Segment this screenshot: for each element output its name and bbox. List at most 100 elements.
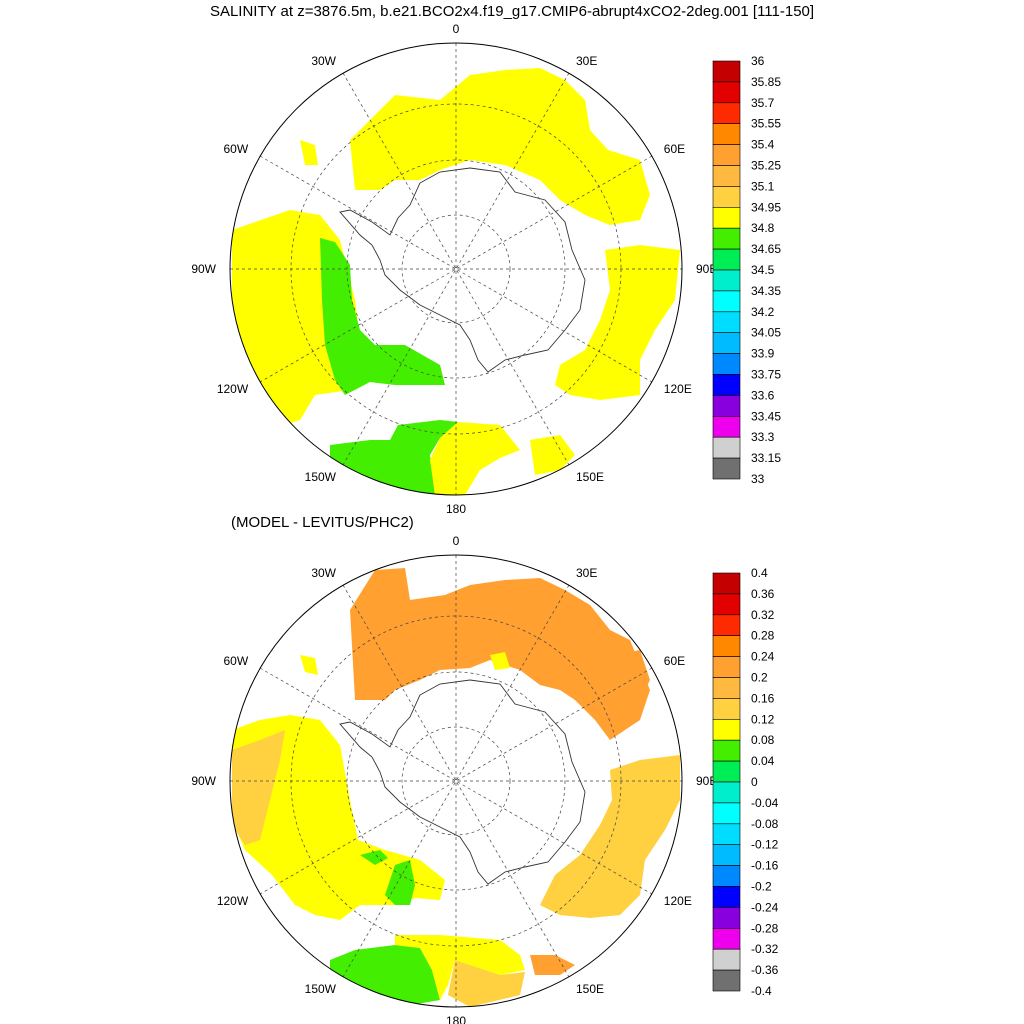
lon-label: 60E	[664, 142, 685, 156]
lon-label: 120W	[217, 382, 249, 396]
colorbar-label: -0.32	[751, 942, 779, 956]
colorbar-label: 34.05	[751, 326, 781, 340]
colorbar-label: 0.36	[751, 587, 775, 601]
lon-label: 180	[446, 1014, 466, 1024]
lon-label: 180	[446, 502, 466, 516]
lon-label: 60W	[224, 654, 249, 668]
lon-label: 30E	[576, 54, 597, 68]
bottom-colorbar: 0.4 0.36 0.32 0.28 0.24 0.2 0.16 0.12 0.08 0.04 0 -…	[712, 566, 779, 998]
bottom-region-small-1	[530, 955, 575, 975]
colorbar-label: -0.04	[751, 796, 779, 810]
colorbar-label: 0	[751, 775, 758, 789]
colorbar-swatch	[712, 948, 741, 971]
lon-label: 90W	[191, 774, 216, 788]
bottom-map-title: (MODEL - LEVITUS/PHC2)	[231, 514, 414, 531]
top-region-indian	[555, 245, 680, 400]
colorbar-label: 0.12	[751, 712, 775, 726]
colorbar-swatch	[712, 760, 741, 783]
colorbar-label: 0.08	[751, 733, 775, 747]
lon-label: 90E	[696, 262, 717, 276]
colorbar-label: 33.15	[751, 451, 781, 465]
lon-label: 90E	[696, 774, 717, 788]
colorbar-label: 34.8	[751, 221, 775, 235]
bottom-region-small-3	[490, 652, 510, 670]
top-region-small-3	[462, 125, 478, 142]
colorbar-label: -0.28	[751, 921, 779, 935]
colorbar-label: 0.04	[751, 754, 775, 768]
colorbar-swatch	[712, 572, 741, 595]
colorbar-swatch	[712, 781, 741, 804]
colorbar-label: 0.28	[751, 629, 775, 643]
lon-label: 30E	[576, 566, 597, 580]
bottom-region-west-orange	[232, 730, 285, 845]
top-antarctica-coast	[339, 167, 586, 373]
colorbar-label: 35.1	[751, 179, 775, 193]
colorbar-label: -0.16	[751, 859, 779, 873]
top-region-pacific-yellow	[430, 422, 520, 495]
colorbar-label: 33	[751, 472, 765, 486]
colorbar-label: 35.85	[751, 75, 781, 89]
top-colorbar: 36 35.85 35.7 35.55 35.4 35.25 35.1 34.95 34.8 34…	[712, 54, 781, 486]
colorbar-label: 33.75	[751, 368, 781, 382]
bottom-region-small-2	[615, 650, 650, 700]
top-region-small-1	[530, 435, 575, 475]
bottom-region-small-4	[300, 655, 318, 675]
colorbar-label: 0.32	[751, 608, 775, 622]
bottom-region-pacific-orange	[448, 960, 525, 1007]
colorbar-swatch	[712, 677, 741, 699]
bottom-region-green-2	[360, 850, 388, 865]
colorbar-label: 0.2	[751, 671, 768, 685]
colorbar-label: 35.4	[751, 138, 775, 152]
top-region-green-wedge	[320, 238, 445, 395]
lon-label: 30W	[311, 54, 336, 68]
top-region-small-2	[300, 140, 318, 165]
colorbar-label: -0.4	[751, 984, 772, 998]
colorbar-swatch	[712, 656, 741, 678]
colorbar-label: 33.3	[751, 430, 775, 444]
colorbar-label: 34.5	[751, 263, 775, 277]
colorbar-swatch	[712, 802, 741, 825]
lon-label: 150W	[305, 982, 337, 996]
colorbar-label: 34.95	[751, 200, 781, 214]
top-map-title: SALINITY at z=3876.5m, b.e21.BCO2x4.f19_…	[209, 3, 815, 20]
colorbar-label: 33.6	[751, 388, 775, 402]
colorbar-label: -0.12	[751, 838, 779, 852]
lon-label: 150E	[576, 982, 604, 996]
colorbar-label: 36	[751, 54, 765, 68]
colorbar-swatch	[712, 718, 741, 741]
top-longitude-labels: 0 30E 60E 90E 120E 150E 180 150W 120W 90W 60W 30W	[191, 22, 717, 516]
colorbar-label: 35.7	[751, 96, 775, 110]
lon-label: 0	[453, 534, 460, 548]
bottom-region-pacific-yellow	[395, 935, 525, 1000]
colorbar-label: 0.16	[751, 691, 775, 705]
colorbar-swatch	[712, 865, 741, 887]
lon-label: 120E	[664, 894, 692, 908]
lon-label: 120E	[664, 382, 692, 396]
colorbar-label: 0.24	[751, 650, 775, 664]
lon-label: 60W	[224, 142, 249, 156]
top-map-boundary	[229, 42, 683, 496]
top-graticule	[230, 43, 682, 495]
colorbar-swatch	[712, 614, 741, 636]
bottom-region-green-1	[385, 860, 415, 905]
bottom-graticule	[230, 555, 682, 1007]
lon-label: 60E	[664, 654, 685, 668]
lon-label: 90W	[191, 262, 216, 276]
colorbar-swatch	[712, 907, 741, 929]
lon-label: 150E	[576, 470, 604, 484]
colorbar-label: 33.9	[751, 347, 775, 361]
colorbar-label: 34.2	[751, 305, 775, 319]
lon-label: 0	[453, 22, 460, 36]
colorbar-label: 34.35	[751, 284, 781, 298]
lon-label: 30W	[311, 566, 336, 580]
colorbar-label: 0.4	[751, 566, 768, 580]
colorbar-label: 35.55	[751, 117, 781, 131]
lon-label: 120W	[217, 894, 249, 908]
colorbar-swatch	[712, 886, 741, 908]
colorbar-label: -0.24	[751, 900, 779, 914]
bottom-region-indian	[540, 755, 680, 918]
colorbar-swatch	[712, 927, 741, 950]
colorbar-swatch	[712, 635, 741, 657]
